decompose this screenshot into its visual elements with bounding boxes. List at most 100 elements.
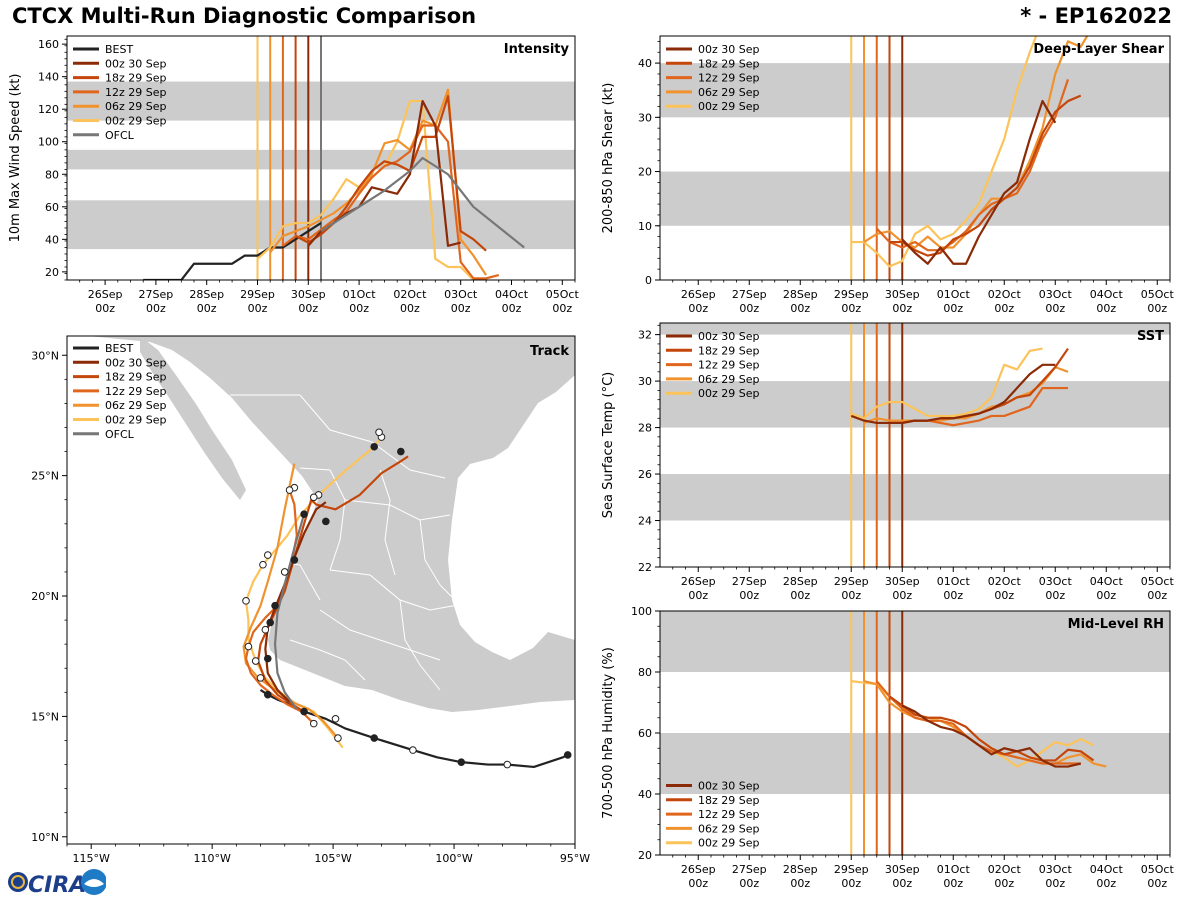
intensity-plot-area — [67, 36, 575, 280]
track-ytick-label: 20°N — [31, 590, 59, 603]
intensity-ytick-label: 100 — [38, 136, 59, 149]
shear-xtick-day: 27Sep — [732, 288, 767, 301]
globe-icon — [8, 872, 28, 892]
track-marker-00z-30-sep — [263, 654, 272, 663]
track-xtick-label: 110°W — [193, 852, 230, 865]
rh-xtick-day: 02Oct — [988, 863, 1022, 876]
shear-ytick-label: 10 — [638, 220, 652, 233]
rh-xtick-hour: 00z — [994, 877, 1014, 890]
sst-xtick-day: 27Sep — [732, 575, 767, 588]
track-series-ofcl — [273, 513, 306, 710]
rh-xtick-day: 28Sep — [783, 863, 818, 876]
shear-xtick-day: 01Oct — [937, 288, 971, 301]
intensity-xtick-day: 27Sep — [139, 288, 174, 301]
intensity-ytick-label: 20 — [45, 266, 59, 279]
track-marker-18z-29-sep — [370, 442, 379, 451]
sst-plot-area — [660, 323, 1170, 567]
sst-panel: 22242628303226Sep00z27Sep00z28Sep00z29Se… — [601, 322, 1174, 602]
rh-xtick-day: 04Oct — [1090, 863, 1124, 876]
sst-ytick-label: 28 — [638, 422, 652, 435]
track-marker-best — [263, 690, 272, 699]
shear-xtick-day: 28Sep — [783, 288, 818, 301]
storm-id: * - EP162022 — [1020, 4, 1172, 28]
track-title: Track — [530, 344, 569, 359]
sst-legend-label-12z-29-sep: 12z 29 Sep — [698, 359, 760, 372]
intensity-xtick-hour: 00z — [451, 302, 471, 315]
shear-xtick-day: 04Oct — [1090, 288, 1124, 301]
intensity-xtick-hour: 00z — [197, 302, 217, 315]
sst-xtick-hour: 00z — [1147, 589, 1167, 602]
rh-ytick-label: 60 — [638, 727, 652, 740]
intensity-ytick-label: 40 — [45, 233, 59, 246]
sst-xtick-hour: 00z — [790, 589, 810, 602]
shear-xtick-hour: 00z — [1045, 302, 1065, 315]
sst-ytick-label: 26 — [638, 468, 652, 481]
shear-plot-area — [660, 36, 1170, 280]
track-xtick-label: 95°W — [560, 852, 590, 865]
sst-xtick-day: 30Sep — [885, 575, 920, 588]
rh-ytick-label: 20 — [638, 849, 652, 862]
intensity-xtick-day: 04Oct — [495, 288, 529, 301]
intensity-xtick-hour: 00z — [552, 302, 572, 315]
rh-xtick-hour: 00z — [739, 877, 759, 890]
sst-legend-label-06z-29-sep: 06z 29 Sep — [698, 373, 760, 386]
rh-xtick-day: 01Oct — [937, 863, 971, 876]
sst-xtick-hour: 00z — [1096, 589, 1116, 602]
sst-title: SST — [1137, 329, 1164, 344]
shear-series-18z-29-sep — [889, 94, 1082, 257]
sst-xtick-day: 02Oct — [988, 575, 1022, 588]
intensity-legend-label-00z-29-sep: 00z 29 Sep — [105, 115, 167, 128]
map-borders — [230, 394, 531, 691]
intensity-xtick-hour: 00z — [400, 302, 420, 315]
intensity-xtick-day: 29Sep — [240, 288, 275, 301]
sst-series-00z-30-sep — [850, 363, 1056, 425]
rh-xtick-day: 26Sep — [681, 863, 716, 876]
track-marker-18z-29-sep — [266, 618, 275, 627]
track-ytick-label: 25°N — [31, 470, 59, 483]
shear-legend-label-06z-29-sep: 06z 29 Sep — [698, 86, 760, 99]
sst-xtick-hour: 00z — [1045, 589, 1065, 602]
intensity-xtick-day: 28Sep — [189, 288, 224, 301]
rh-xtick-hour: 00z — [1096, 877, 1116, 890]
shear-xtick-day: 02Oct — [988, 288, 1022, 301]
rh-legend-label-00z-29-sep: 00z 29 Sep — [698, 837, 760, 850]
rh-ylabel: 700-500 hPa Humidity (%) — [601, 647, 616, 819]
intensity-series-ofcl — [320, 156, 525, 249]
baja-peninsula — [140, 336, 246, 500]
rh-legend-label-06z-29-sep: 06z 29 Sep — [698, 822, 760, 835]
intensity-legend-label-06z-29-sep: 06z 29 Sep — [105, 100, 167, 113]
shear-xtick-day: 30Sep — [885, 288, 920, 301]
sst-xtick-day: 29Sep — [834, 575, 869, 588]
sst-xtick-hour: 00z — [688, 589, 708, 602]
intensity-xtick-day: 03Oct — [444, 288, 478, 301]
shear-title: Deep-Layer Shear — [1033, 42, 1164, 57]
sst-xtick-hour: 00z — [739, 589, 759, 602]
track-legend-label-12z-29-sep: 12z 29 Sep — [105, 385, 167, 398]
intensity-ytick-label: 60 — [45, 201, 59, 214]
rh-xtick-day: 03Oct — [1039, 863, 1073, 876]
shear-xtick-hour: 00z — [994, 302, 1014, 315]
intensity-ytick-label: 160 — [38, 38, 59, 51]
shear-band-1 — [660, 63, 1170, 118]
track-legend-label-best: BEST — [105, 342, 133, 355]
track-legend-label-00z-30-sep: 00z 30 Sep — [105, 356, 167, 369]
intensity-xtick-day: 02Oct — [393, 288, 427, 301]
track-marker-best — [300, 707, 308, 716]
track-marker-ofcl — [280, 568, 289, 576]
intensity-legend-label-12z-29-sep: 12z 29 Sep — [105, 86, 167, 99]
rh-xtick-hour: 00z — [943, 877, 963, 890]
track-marker-12z-29-sep — [285, 486, 294, 494]
sst-xtick-hour: 00z — [892, 589, 912, 602]
rh-xtick-day: 05Oct — [1141, 863, 1175, 876]
intensity-panel: 2040608010012014016026Sep00z27Sep00z28Se… — [8, 35, 579, 315]
sst-legend-label-00z-29-sep: 00z 29 Sep — [698, 387, 760, 400]
track-legend-label-06z-29-sep: 06z 29 Sep — [105, 399, 167, 412]
track-xtick-label: 100°W — [435, 852, 472, 865]
sst-ytick-label: 30 — [638, 375, 652, 388]
track-marker-12z-29-sep — [309, 719, 318, 728]
cira-logo: CIRA — [6, 866, 107, 898]
sst-xtick-day: 04Oct — [1090, 575, 1124, 588]
track-legend-label-18z-29-sep: 18z 29 Sep — [105, 371, 167, 384]
intensity-ytick-label: 120 — [38, 103, 59, 116]
track-marker-06z-29-sep — [263, 551, 272, 559]
